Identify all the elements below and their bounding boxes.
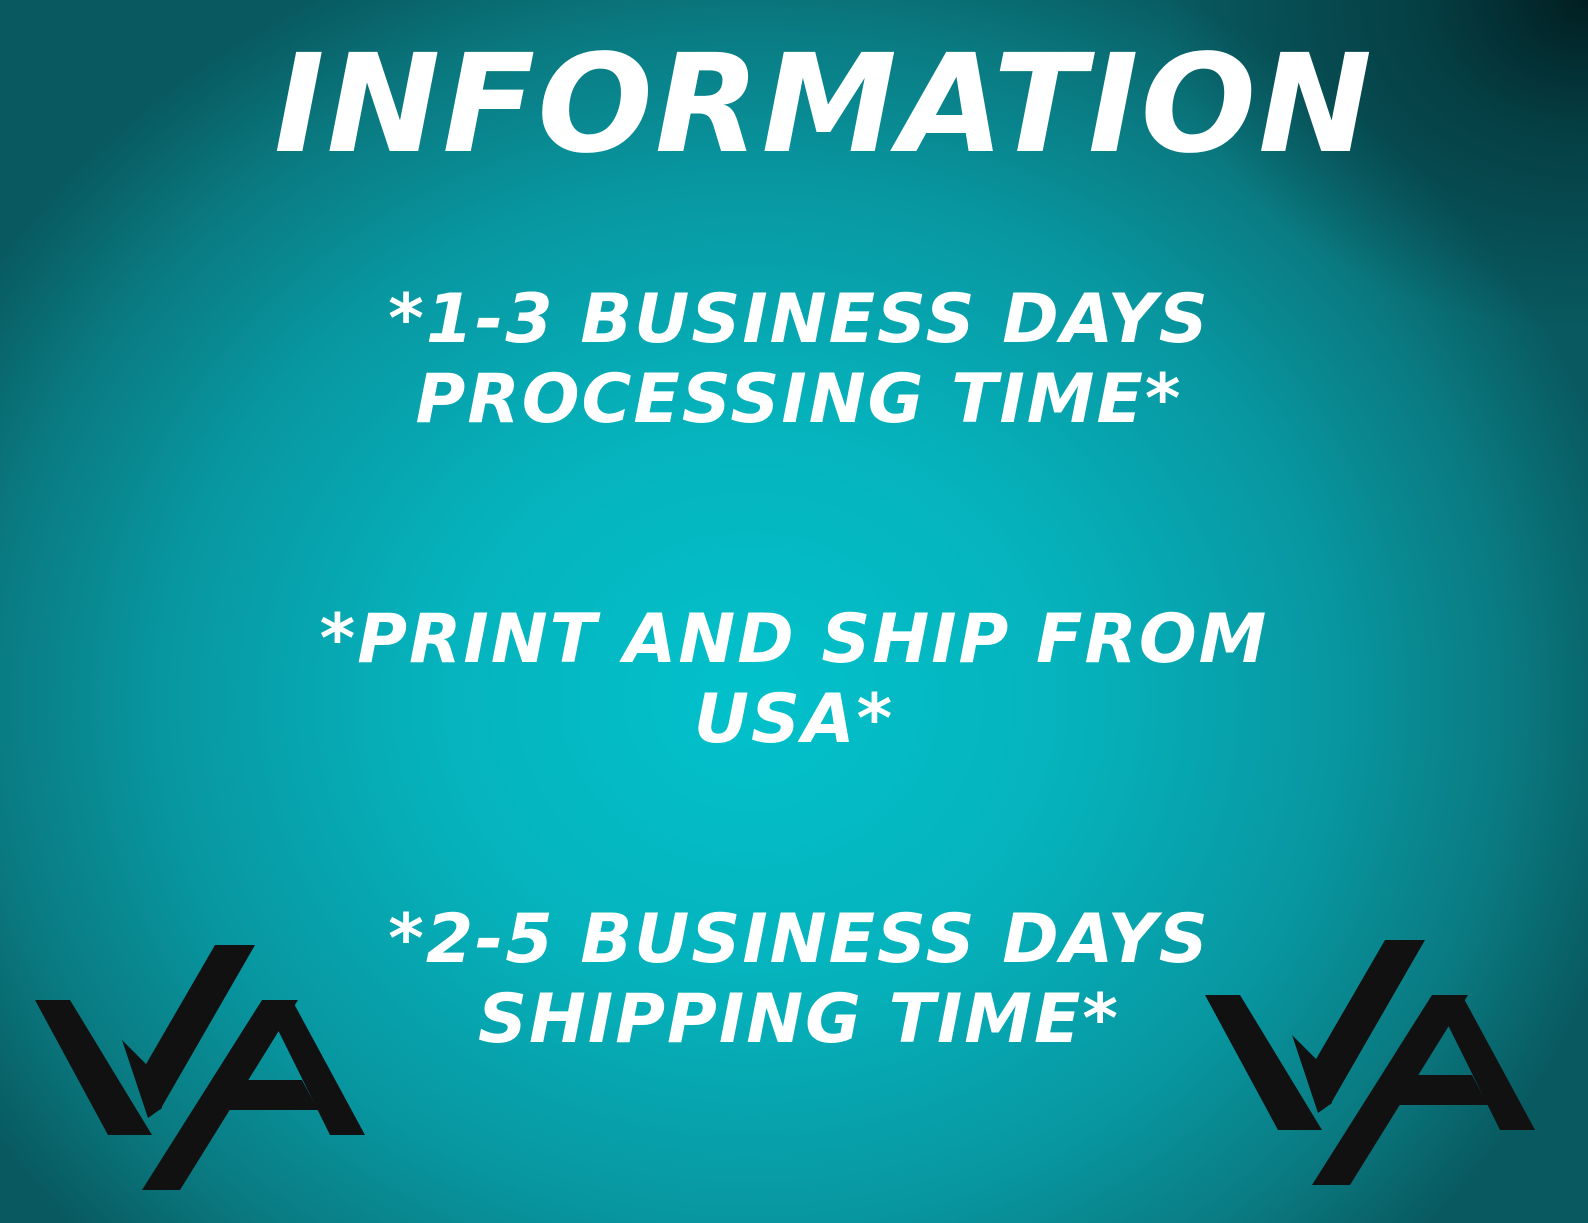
shipping-time-line-2: SHIPPING TIME* bbox=[478, 980, 1120, 1059]
va-logo-left bbox=[35, 945, 365, 1190]
processing-time-line-1: *1-3 BUSINESS DAYS bbox=[388, 280, 1210, 359]
origin-line-2: USA* bbox=[693, 680, 895, 759]
corner-shadow bbox=[1068, 0, 1588, 380]
processing-time-line-2: PROCESSING TIME* bbox=[415, 360, 1183, 439]
shipping-time-line-1: *2-5 BUSINESS DAYS bbox=[388, 900, 1210, 979]
va-logo-right bbox=[1205, 940, 1535, 1185]
page-title: INFORMATION bbox=[273, 26, 1375, 184]
origin-line-1: *PRINT AND SHIP FROM bbox=[319, 600, 1269, 679]
